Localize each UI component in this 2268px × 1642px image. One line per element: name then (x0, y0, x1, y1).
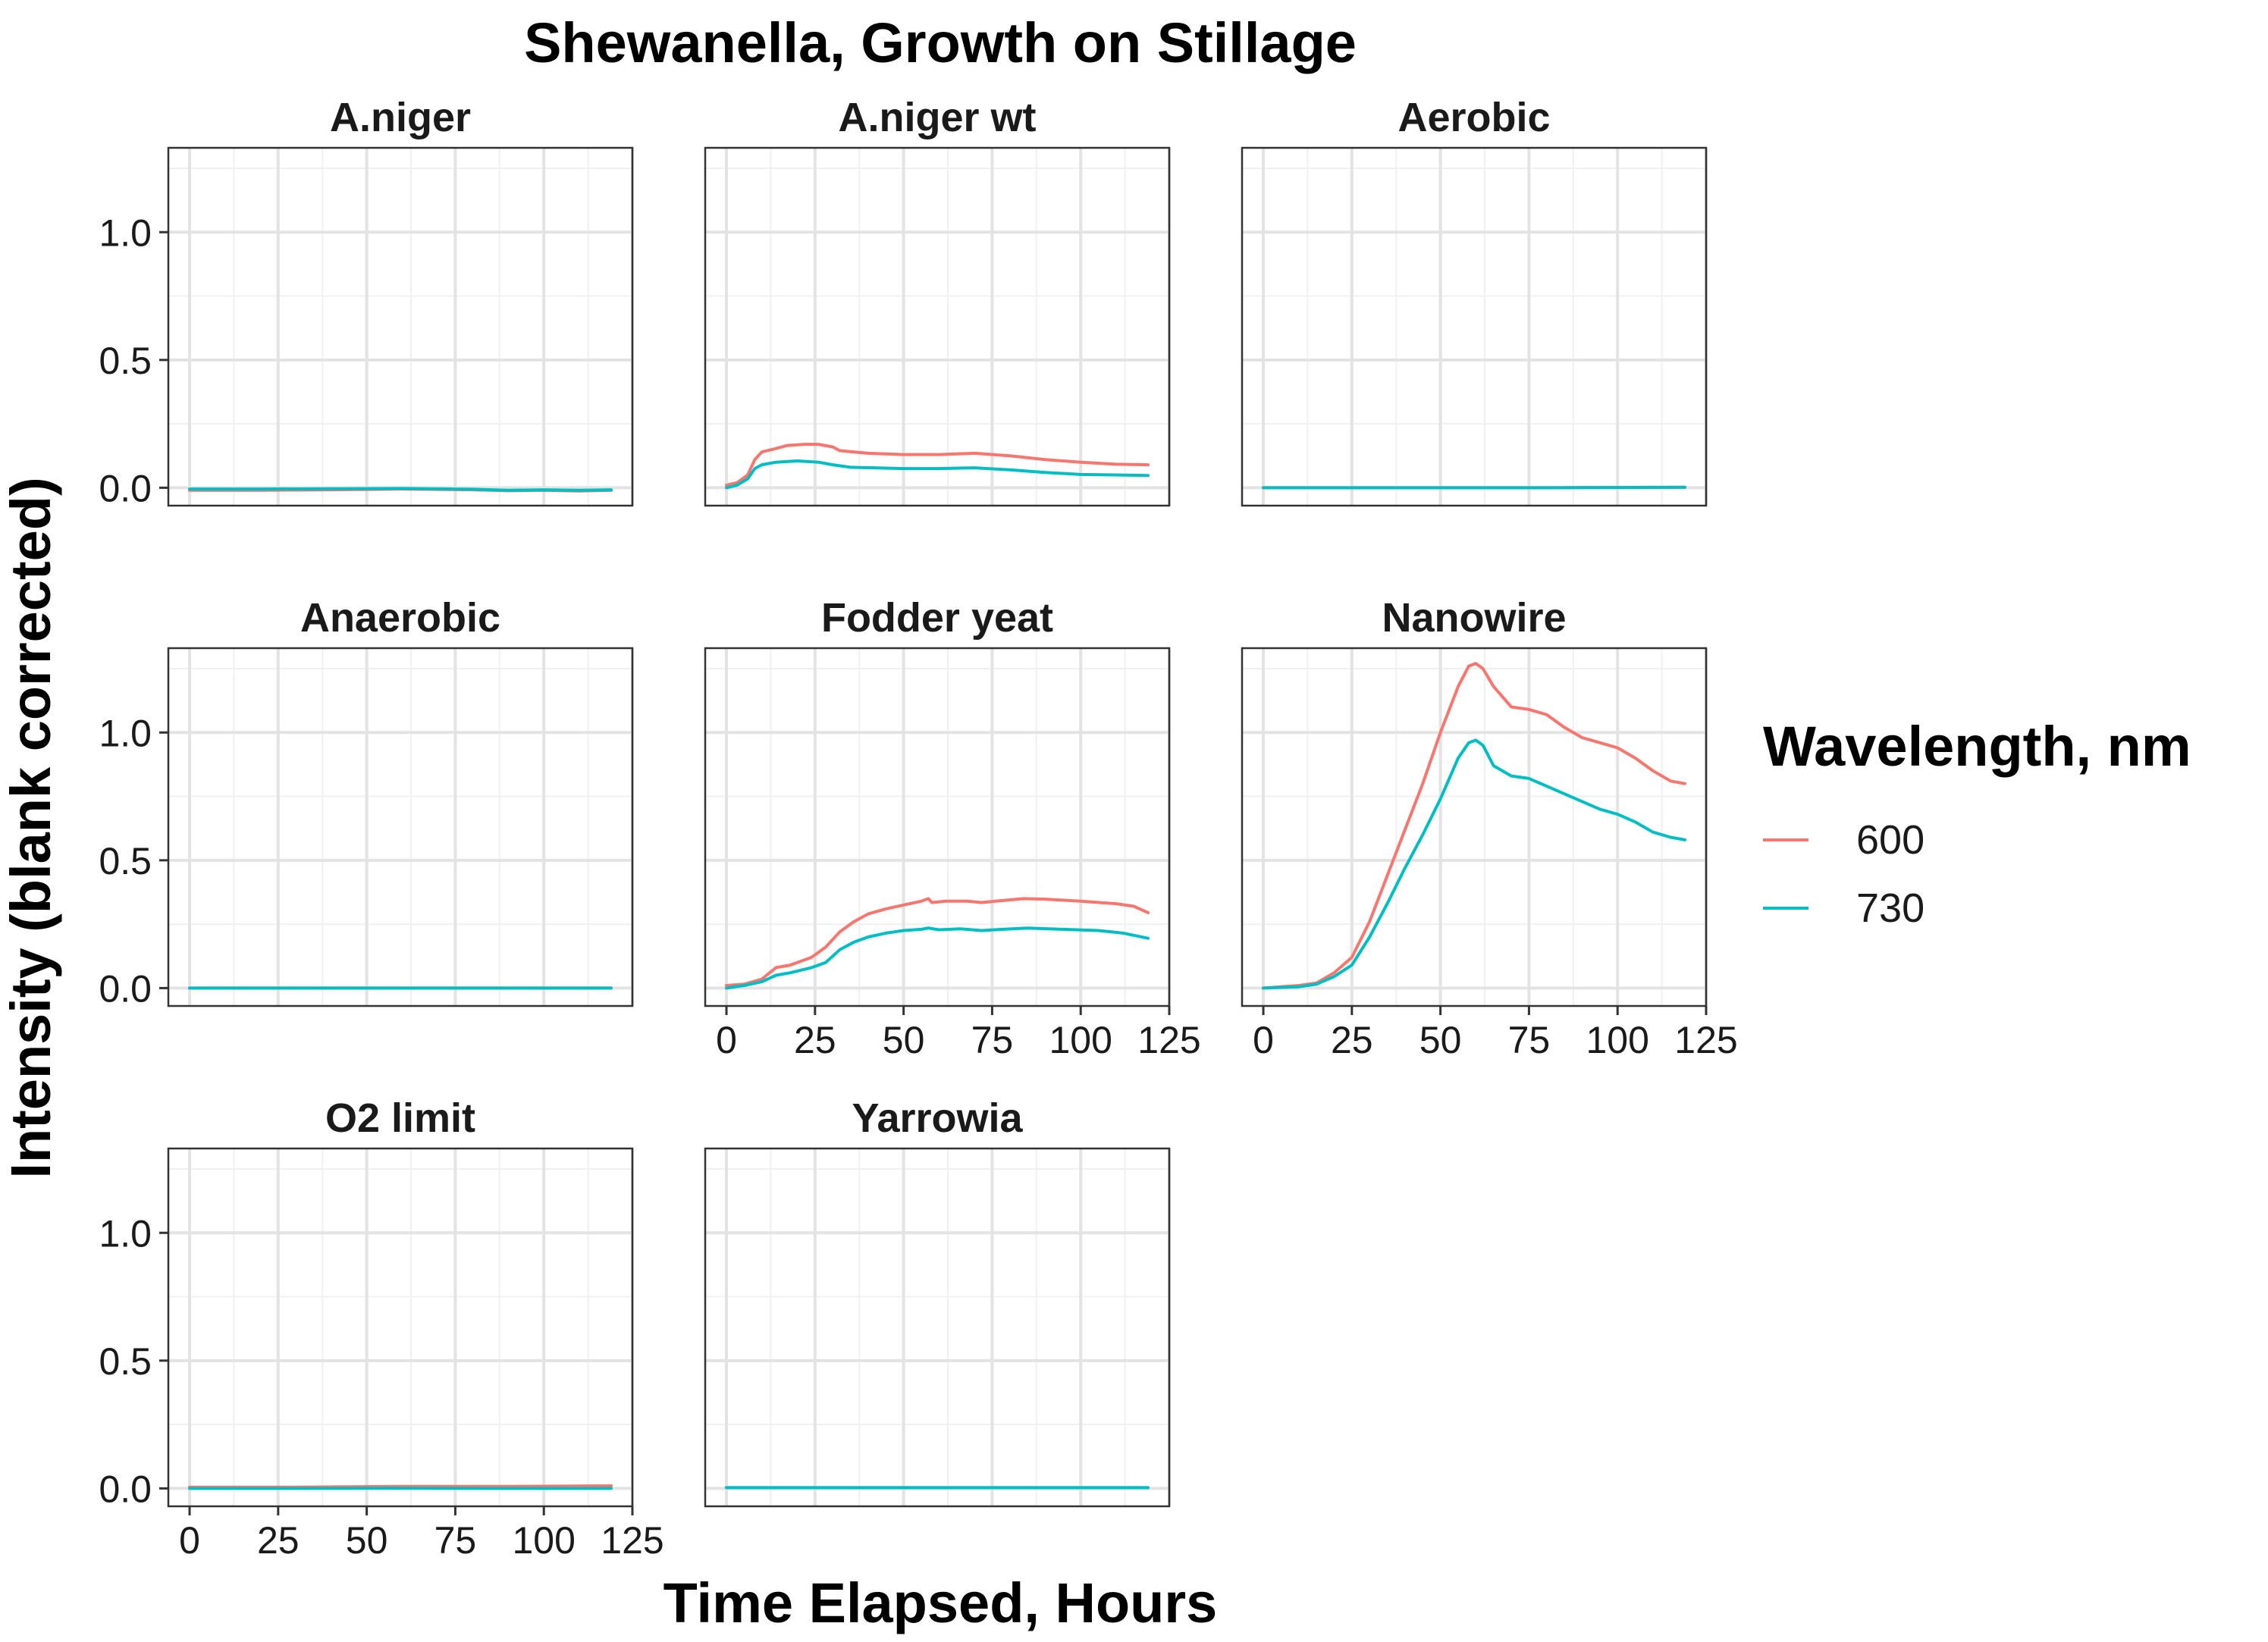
facet-panel: A.niger 0.0 0.5 1.0 (99, 95, 634, 509)
panel-background (705, 148, 1169, 506)
facet-panel: A.niger wt (704, 95, 1171, 507)
series-line-600 (725, 443, 1150, 487)
facet-title: Anaerobic (300, 595, 500, 641)
panel-border (704, 146, 1171, 507)
x-tick-label: 100 (1049, 1019, 1112, 1061)
y-tick-label: 1.0 (99, 1212, 152, 1255)
facet-title: Nanowire (1382, 595, 1566, 641)
y-tick-label: 1.0 (99, 212, 152, 254)
panel-border (167, 1147, 634, 1508)
x-tick-label: 100 (1586, 1019, 1648, 1061)
facet-title: Yarrowia (852, 1095, 1023, 1141)
panels: A.niger 0.0 0.5 1.0 A.niger wt Aerobic Anaerob… (99, 95, 1737, 1562)
y-tick-label: 0.0 (99, 1468, 152, 1510)
facet-title: A.niger wt (838, 95, 1036, 140)
facet-panel: Anaerobic 0.0 0.5 1.0 (99, 595, 634, 1010)
series-line-730 (725, 459, 1150, 490)
series-line-730 (1262, 738, 1686, 990)
x-tick-label: 0 (1253, 1019, 1274, 1061)
facet-panel: Nanowire 0 25 50 75 100 125 (1241, 595, 1738, 1061)
legend: Wavelength, nm 600 730 (1763, 715, 2191, 931)
panel-border (704, 1147, 1171, 1508)
x-tick-label: 0 (179, 1519, 200, 1562)
series-line-600 (725, 897, 1150, 987)
facet-panel: O2 limit 0.0 0.5 1.0 0 25 50 75 100 125 (99, 1095, 663, 1562)
panel-background (1242, 148, 1706, 506)
panel-background (705, 1148, 1169, 1506)
facet-title: O2 limit (325, 1095, 475, 1141)
x-axis-label: Time Elapsed, Hours (663, 1571, 1218, 1634)
y-tick-label: 0.5 (99, 1340, 152, 1383)
facet-panel: Fodder yeat 0 25 50 75 100 125 (704, 595, 1201, 1061)
x-tick-label: 25 (794, 1019, 836, 1061)
panel-background (168, 648, 632, 1006)
legend-label: 600 (1856, 817, 1925, 863)
panel-background (705, 648, 1169, 1006)
x-tick-label: 75 (434, 1519, 477, 1562)
y-tick-label: 1.0 (99, 712, 152, 754)
facet-title: Aerobic (1398, 95, 1550, 140)
x-tick-label: 0 (716, 1019, 737, 1061)
legend-title: Wavelength, nm (1763, 715, 2191, 778)
x-tick-label: 75 (971, 1019, 1014, 1061)
x-tick-label: 25 (1331, 1019, 1373, 1061)
series-line-730 (725, 926, 1150, 990)
panel-border (1241, 647, 1708, 1007)
y-tick-label: 0.0 (99, 467, 152, 509)
series-line-730 (188, 487, 613, 492)
legend-label: 730 (1856, 885, 1925, 931)
x-tick-label: 125 (1137, 1019, 1200, 1061)
facet-panel: Aerobic (1241, 95, 1708, 507)
x-tick-label: 25 (257, 1519, 300, 1562)
x-tick-label: 100 (512, 1519, 575, 1562)
panel-background (168, 148, 632, 506)
panel-border (1241, 146, 1708, 507)
facet-panel: Yarrowia (704, 1095, 1171, 1508)
x-tick-label: 50 (1419, 1019, 1462, 1061)
chart-title: Shewanella, Growth on Stillage (524, 11, 1357, 74)
x-tick-label: 50 (346, 1519, 388, 1562)
facet-title: A.niger (330, 95, 471, 140)
x-tick-label: 75 (1508, 1019, 1551, 1061)
panel-border (167, 647, 634, 1007)
y-tick-label: 0.5 (99, 840, 152, 882)
x-tick-label: 50 (883, 1019, 925, 1061)
series-line-600 (1262, 662, 1686, 990)
panel-background (1242, 648, 1706, 1006)
series-line-730 (1262, 485, 1686, 490)
y-axis-label: Intensity (blank corrected) (0, 477, 62, 1178)
x-tick-label: 125 (601, 1519, 663, 1562)
panel-border (704, 647, 1171, 1007)
y-tick-label: 0.5 (99, 340, 152, 382)
panel-background (168, 1148, 632, 1506)
facet-title: Fodder yeat (821, 595, 1053, 641)
panel-border (167, 146, 634, 507)
y-tick-label: 0.0 (99, 967, 152, 1010)
x-tick-label: 125 (1674, 1019, 1737, 1061)
